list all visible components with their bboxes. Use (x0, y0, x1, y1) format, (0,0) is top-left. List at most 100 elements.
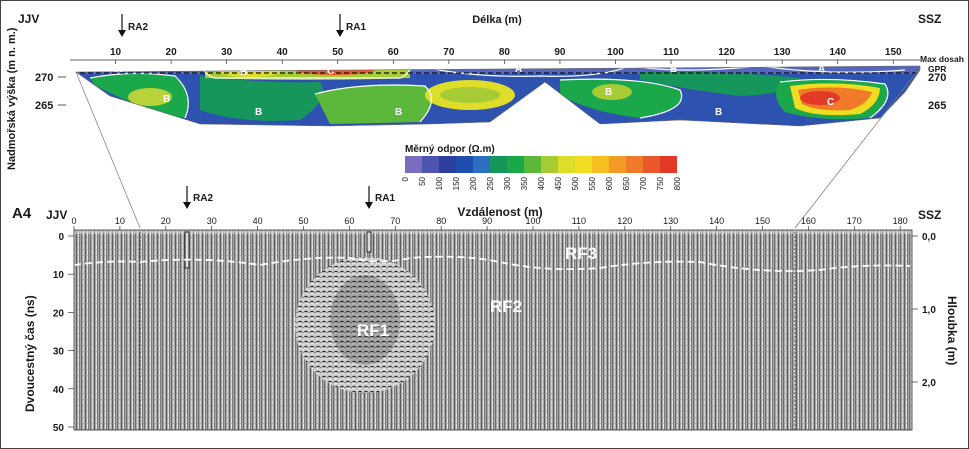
bottom-x-tick-label: 20 (161, 216, 171, 226)
bottom-x-tick-label: 120 (617, 216, 632, 226)
legend-swatch (507, 156, 524, 173)
top-left-direction: JJV (18, 12, 39, 26)
depth-ticks: 0,0 1,0 2,0 (912, 232, 936, 389)
legend-tick-label: 500 (571, 176, 580, 190)
legend-tick-label: 800 (673, 176, 682, 190)
legend-swatch (575, 156, 592, 173)
legend-tick-label: 100 (435, 176, 444, 190)
legend-swatch (490, 156, 507, 173)
zone-label-b: B (163, 94, 170, 105)
bottom-x-tick-label: 170 (847, 216, 862, 226)
top-x-tick-label: 110 (663, 47, 680, 58)
connector-right (794, 67, 921, 229)
bottom-y-ticks: 0 10 20 30 40 50 (53, 232, 74, 434)
depth-axis-title: Hloubka (m) (945, 296, 959, 365)
bottom-axis-title: Vzdálenost (m) (457, 205, 542, 219)
top-x-tick-label: 150 (885, 47, 902, 58)
top-x-tick-label: 90 (554, 47, 566, 58)
top-x-tick-label: 100 (607, 47, 624, 58)
bottom-y-tick-label: 30 (53, 347, 65, 358)
zone-label-a: A (515, 64, 522, 75)
bottom-left-direction: JJV (46, 208, 67, 222)
legend-swatch (592, 156, 609, 173)
legend-swatch (524, 156, 541, 173)
legend-tick-label: 150 (452, 176, 461, 190)
borehole-column-ra1 (366, 231, 372, 253)
legend-title: Měrný odpor (Ω.m) (405, 144, 495, 155)
bottom-x-tick-label: 150 (755, 216, 770, 226)
legend-tick-label: 750 (656, 176, 665, 190)
bottom-x-tick-label: 130 (663, 216, 678, 226)
legend-tick-label: 350 (520, 176, 529, 190)
legend-tick-label: 50 (418, 176, 427, 185)
top-y-tick-right-265: 265 (928, 100, 946, 112)
bottom-y-axis-title: Dvoucestný čas (ns) (23, 295, 37, 412)
bottom-x-tick-label: 80 (436, 216, 446, 226)
bottom-x-tick-label: 110 (572, 216, 586, 226)
hyperbola-zone-rf1 (295, 257, 435, 393)
gpr-label: GPR (928, 64, 946, 74)
top-y-tick-265: 265 (35, 100, 53, 112)
zone-label-b: B (670, 64, 677, 75)
legend-tick-label: 400 (537, 176, 546, 190)
legend-tick-label: 300 (503, 176, 512, 190)
reflector-label-rf2: RF2 (490, 297, 522, 316)
depth-tick-label: 1,0 (922, 305, 936, 316)
borehole-label: RA2 (193, 193, 213, 204)
bottom-y-tick-label: 40 (53, 385, 65, 396)
top-x-tick-label: 10 (110, 47, 122, 58)
legend-ticks: 0 50 100 150 200 250 300 350 400 450 500 550 600 650 7… (401, 176, 682, 190)
borehole-marker-ra1-top: RA1 (336, 14, 366, 37)
zone-label-b: B (395, 107, 402, 118)
legend-swatch (660, 156, 677, 173)
legend-swatch (422, 156, 439, 173)
top-right-direction: SSZ (918, 12, 941, 26)
max-depth-label: Max dosah (920, 54, 964, 64)
bottom-x-tick-label: 160 (801, 216, 816, 226)
bottom-x-ticks: 0 10 20 30 40 50 60 70 80 90 100 110 120 130 140 150 160… (71, 216, 908, 230)
legend-tick-label: 650 (622, 176, 631, 190)
zone-label-b: B (240, 67, 247, 78)
legend-tick-label: 200 (469, 176, 478, 190)
zone-label-c: C (327, 66, 334, 77)
bottom-y-tick-label: 0 (58, 232, 64, 243)
bottom-y-tick-label: 50 (53, 423, 65, 434)
top-axis-title: Délka (m) (472, 14, 522, 26)
bottom-x-tick-label: 40 (253, 216, 263, 226)
bottom-x-tick-label: 50 (298, 216, 308, 226)
top-x-tick-label: 30 (221, 47, 233, 58)
bottom-right-direction: SSZ (918, 208, 941, 222)
bottom-x-tick-label: 70 (390, 216, 400, 226)
bottom-x-tick-label: 90 (482, 216, 492, 226)
legend-swatch (643, 156, 660, 173)
bottom-x-tick-label: 0 (71, 216, 76, 226)
borehole-marker-ra1-bottom: RA1 (365, 186, 395, 209)
radargram-image (74, 230, 912, 430)
borehole-marker-ra2-bottom: RA2 (183, 186, 213, 209)
legend-tick-label: 250 (486, 176, 495, 190)
borehole-column-ra2 (184, 231, 190, 269)
borehole-label: RA2 (128, 22, 148, 33)
reflector-label-rf1: RF1 (357, 321, 389, 340)
legend-tick-label: 0 (401, 176, 410, 181)
legend-swatch (558, 156, 575, 173)
top-x-ticks: 10 20 30 40 50 60 70 80 90 100 110 120 130 140 150 (110, 47, 902, 64)
bottom-x-tick-label: 100 (525, 216, 540, 226)
legend-swatch (473, 156, 490, 173)
legend-tick-label: 450 (554, 176, 563, 190)
bottom-x-tick-label: 140 (709, 216, 724, 226)
zone-label-c: C (827, 97, 834, 108)
bottom-y-tick-label: 10 (53, 270, 65, 281)
top-x-tick-label: 50 (332, 47, 344, 58)
bottom-x-tick-label: 10 (115, 216, 125, 226)
top-x-tick-label: 140 (829, 47, 846, 58)
legend-tick-label: 700 (639, 176, 648, 190)
borehole-marker-ra2-top: RA2 (118, 14, 148, 37)
zone-label-b: B (715, 107, 722, 118)
reflector-rf3-line (73, 255, 911, 272)
ert-resistivity-image (76, 66, 920, 126)
legend-colorbar (405, 156, 677, 173)
legend-swatch (541, 156, 558, 173)
top-y-axis-title: Nadmořská výška (m n. m.) (6, 27, 18, 170)
